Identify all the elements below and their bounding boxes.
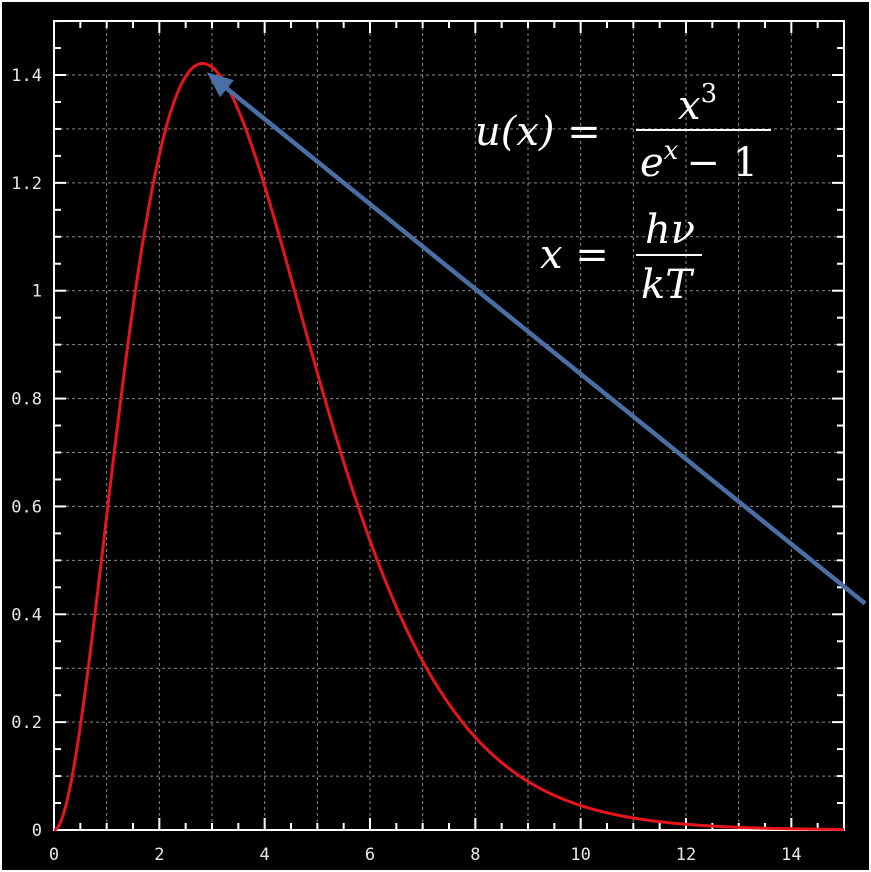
y-tick-label: 0 — [32, 821, 42, 841]
x-tick-label: 0 — [49, 845, 59, 865]
y-tick-label: 0.2 — [11, 713, 42, 733]
arrow-shaft — [225, 86, 867, 606]
equation-x-definition: x = hν kT — [540, 207, 702, 308]
x-tick-label: 14 — [781, 845, 801, 865]
equation-2-lhs: x = — [540, 232, 609, 278]
x-tick-label: 2 — [154, 845, 164, 865]
equation-1-denominator-base: e — [640, 140, 664, 186]
equation-1-denominator-tail: − 1 — [686, 140, 758, 186]
equation-1-numerator-exponent: 3 — [701, 79, 718, 109]
y-tick-label: 1 — [32, 282, 42, 302]
equation-1-denominator: ex − 1 — [640, 136, 758, 186]
axis-ticks — [53, 20, 845, 831]
y-tick-label: 1.4 — [11, 66, 42, 86]
equation-planck: u(x) = x3 ex − 1 — [475, 79, 771, 186]
equation-2-numerator: hν — [645, 207, 695, 253]
x-tick-label: 8 — [470, 845, 480, 865]
x-tick-label: 6 — [365, 845, 375, 865]
y-axis-tick-labels: 0 0.2 0.4 0.6 0.8 1 1.2 1.4 — [11, 66, 42, 841]
equation-1-denominator-exponent: x — [664, 136, 679, 166]
equation-1-numerator-base: x — [678, 83, 701, 129]
equation-1-lhs: u(x) = — [475, 109, 601, 155]
x-tick-label: 10 — [570, 845, 590, 865]
equation-1-numerator: x3 — [678, 79, 717, 129]
x-tick-label: 4 — [260, 845, 270, 865]
y-tick-label: 1.2 — [11, 174, 42, 194]
y-tick-label: 0.8 — [11, 390, 42, 410]
equation-2-denominator: kT — [641, 262, 695, 308]
y-tick-label: 0.4 — [11, 605, 42, 625]
grid-lines — [54, 21, 844, 830]
series-line-planck — [53, 61, 845, 832]
x-tick-label: 12 — [676, 845, 696, 865]
arrow-head — [206, 72, 234, 98]
x-axis-tick-labels: 0 2 4 6 8 10 12 14 — [49, 845, 802, 865]
y-tick-label: 0.6 — [11, 497, 42, 517]
annotation-arrow — [206, 72, 867, 606]
